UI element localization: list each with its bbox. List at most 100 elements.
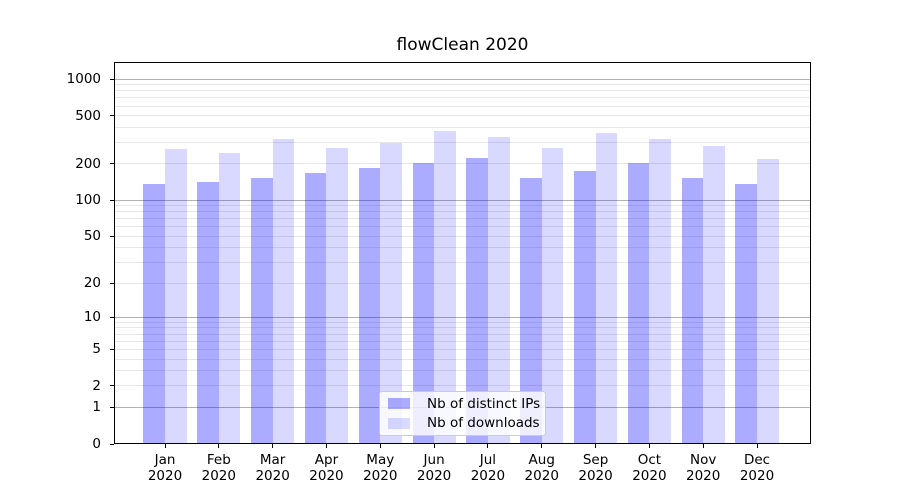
- y-axis-tick-mark: [110, 443, 114, 445]
- x-axis-tick-mark: [218, 444, 220, 448]
- bar-downloads-aug: [541, 147, 564, 444]
- y-axis-tick-label: 10: [83, 309, 101, 326]
- bar-downloads-oct: [649, 138, 671, 444]
- x-axis-tick-mark: [541, 444, 543, 448]
- gridline-minor: [114, 126, 811, 128]
- bar-ips-aug: [520, 177, 542, 444]
- y-axis-tick-mark: [110, 115, 114, 117]
- x-axis-tick-label: Feb 2020: [192, 452, 246, 484]
- bar-ips-feb: [197, 181, 219, 444]
- x-tick-month: Jan: [154, 452, 176, 468]
- gridline-minor: [114, 385, 811, 387]
- bar-downloads-sep: [595, 132, 618, 444]
- y-axis-tick-label: 200: [75, 155, 101, 172]
- legend-swatch-downloads: [388, 417, 410, 429]
- bar-downloads-feb: [218, 152, 241, 444]
- legend-entry-distinct-ips: Nb of distinct IPs: [388, 394, 540, 414]
- legend-swatch-distinct-ips: [388, 398, 410, 410]
- x-axis-tick-mark: [164, 444, 166, 448]
- bar-downloads-mar: [272, 138, 295, 444]
- x-axis-tick-mark: [272, 444, 274, 448]
- y-axis-tick-mark: [110, 282, 114, 284]
- x-axis-tick-label: Jan 2020: [138, 452, 192, 484]
- x-axis-tick-label: Nov 2020: [676, 452, 730, 484]
- x-tick-year: 2020: [309, 468, 344, 484]
- bar-ips-apr: [304, 172, 327, 444]
- y-axis-tick-label: 0: [92, 436, 101, 452]
- bar-ips-jan: [143, 184, 165, 444]
- x-tick-month: Nov: [690, 452, 717, 468]
- gridline-minor: [114, 282, 811, 284]
- y-axis-tick-mark: [110, 316, 114, 318]
- gridline-major: [114, 78, 811, 80]
- y-axis-tick-mark: [110, 348, 114, 350]
- x-tick-year: 2020: [255, 468, 290, 484]
- chart-title: flowClean 2020: [396, 35, 529, 55]
- y-axis-tick-label: 500: [75, 107, 101, 124]
- gridline-minor: [114, 97, 811, 99]
- gridline-minor: [114, 358, 811, 360]
- x-tick-month: Feb: [206, 452, 231, 468]
- bar-downloads-dec: [757, 158, 779, 444]
- x-tick-year: 2020: [524, 468, 559, 484]
- gridline-minor: [114, 340, 811, 342]
- gridline-minor: [114, 218, 811, 220]
- x-axis-tick-mark: [379, 444, 381, 448]
- x-axis-tick-label: May 2020: [353, 452, 407, 484]
- y-axis-tick-mark: [110, 78, 114, 80]
- bar-ips-jun: [412, 162, 435, 444]
- x-tick-year: 2020: [363, 468, 398, 484]
- gridline-minor: [114, 163, 811, 165]
- legend: Nb of distinct IPs Nb of downloads: [379, 391, 546, 436]
- x-tick-month: Oct: [637, 452, 662, 468]
- gridline-minor: [114, 262, 811, 264]
- gridline-minor: [114, 84, 811, 86]
- gridline-minor: [114, 333, 811, 335]
- y-axis-tick-mark: [110, 199, 114, 201]
- gridline-minor: [114, 90, 811, 92]
- x-tick-month: Jul: [479, 452, 497, 468]
- y-axis-tick-label: 2: [92, 377, 101, 394]
- gridline-major: [114, 316, 811, 318]
- x-axis-tick-label: Aug 2020: [515, 452, 569, 484]
- x-tick-month: Dec: [743, 452, 771, 468]
- gridline-major: [114, 199, 811, 201]
- gridline-minor: [114, 370, 811, 372]
- bar-downloads-jan: [165, 148, 187, 444]
- x-tick-month: Apr: [314, 452, 339, 468]
- x-axis-tick-mark: [325, 444, 327, 448]
- gridline-minor: [114, 105, 811, 107]
- gridline-minor: [114, 226, 811, 228]
- y-axis-tick-mark: [110, 406, 114, 408]
- bar-downloads-apr: [326, 147, 349, 444]
- bar-ips-nov: [681, 177, 704, 444]
- y-axis-tick-label: 100: [75, 192, 101, 209]
- bar-downloads-jun: [434, 131, 456, 444]
- x-tick-year: 2020: [686, 468, 721, 484]
- x-axis-tick-mark: [648, 444, 650, 448]
- bar-ips-may: [358, 167, 381, 444]
- gridline-minor: [114, 321, 811, 323]
- x-tick-month: May: [366, 452, 395, 468]
- x-tick-month: Jun: [423, 452, 445, 468]
- x-axis-tick-mark: [595, 444, 597, 448]
- bar-ips-mar: [251, 178, 273, 444]
- x-axis-tick-label: Oct 2020: [622, 452, 676, 484]
- x-tick-month: Sep: [582, 452, 609, 468]
- gridline-minor: [114, 115, 811, 117]
- x-tick-year: 2020: [201, 468, 236, 484]
- y-axis-tick-label: 1000: [66, 71, 101, 88]
- x-tick-year: 2020: [739, 468, 775, 484]
- x-tick-month: Aug: [528, 452, 555, 468]
- gridline-minor: [114, 211, 811, 213]
- y-axis-tick-mark: [110, 163, 114, 165]
- gridline-minor: [114, 205, 811, 207]
- y-axis-tick-label: 50: [83, 228, 101, 245]
- bar-downloads-nov: [703, 145, 725, 444]
- x-axis-tick-mark: [487, 444, 489, 448]
- x-axis-tick-label: Mar 2020: [246, 452, 300, 484]
- x-axis-tick-label: Jun 2020: [407, 452, 461, 484]
- y-axis-tick-mark: [110, 385, 114, 387]
- y-axis-tick-mark: [110, 235, 114, 237]
